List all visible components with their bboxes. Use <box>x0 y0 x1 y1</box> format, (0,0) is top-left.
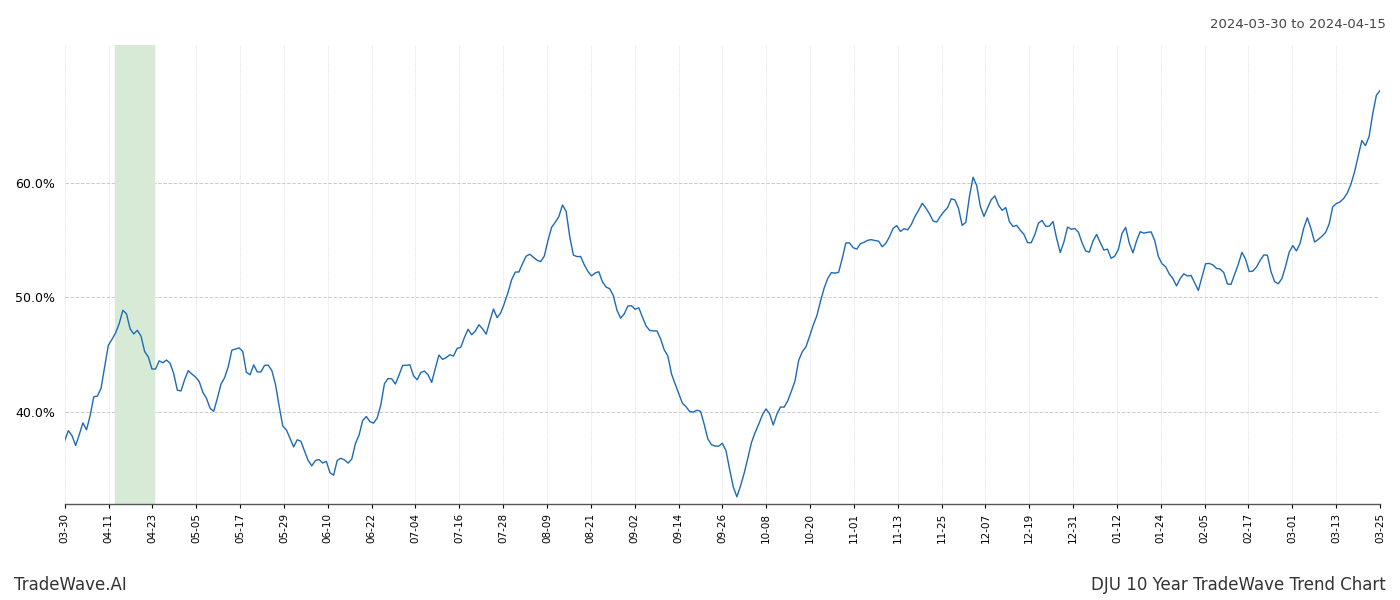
Text: TradeWave.AI: TradeWave.AI <box>14 576 127 594</box>
Text: DJU 10 Year TradeWave Trend Chart: DJU 10 Year TradeWave Trend Chart <box>1091 576 1386 594</box>
Bar <box>115 45 154 504</box>
Text: 2024-03-30 to 2024-04-15: 2024-03-30 to 2024-04-15 <box>1210 18 1386 31</box>
